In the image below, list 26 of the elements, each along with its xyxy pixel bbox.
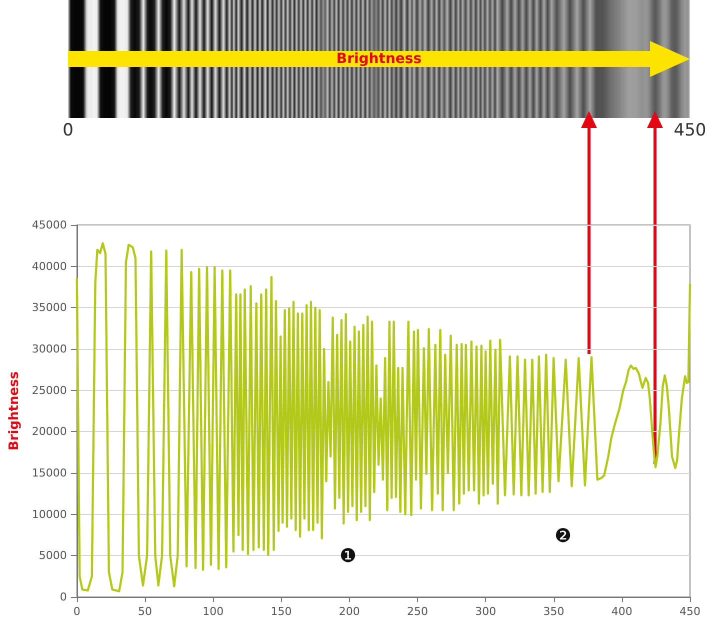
- line-series: [76, 242, 692, 592]
- y-tick-label: 20000: [32, 425, 67, 438]
- x-tick-label: 450: [680, 605, 700, 618]
- y-tick-label: 10000: [32, 508, 67, 521]
- x-tick-label: 0: [73, 605, 80, 618]
- y-tick-label: 0: [60, 590, 67, 604]
- x-tick-label: 200: [338, 605, 360, 618]
- x-tick-label: 300: [475, 605, 496, 618]
- x-tick-label: 400: [611, 605, 632, 618]
- x-tick-label: 150: [270, 605, 292, 618]
- y-tick-label: 45000: [32, 218, 67, 232]
- y-tick-label: 5000: [38, 549, 67, 562]
- y-tick-label: 40000: [32, 260, 67, 273]
- y-axis-title: Brightness: [7, 371, 22, 451]
- annotation: ❷: [554, 525, 572, 547]
- y-tick-label: 15000: [32, 466, 67, 480]
- x-tick-label: 250: [407, 605, 428, 618]
- y-tick-label: 25000: [32, 384, 67, 397]
- x2-tick-label: 450: [674, 120, 706, 140]
- y-tick-label: 35000: [32, 301, 67, 314]
- x-tick-label: 100: [202, 605, 224, 618]
- x2-axis-title: Brightness: [336, 51, 422, 67]
- annotation: ❶: [339, 545, 357, 567]
- x-tick-label: 50: [138, 605, 152, 618]
- x-tick-label: 350: [543, 605, 564, 618]
- y-tick-label: 30000: [32, 342, 67, 356]
